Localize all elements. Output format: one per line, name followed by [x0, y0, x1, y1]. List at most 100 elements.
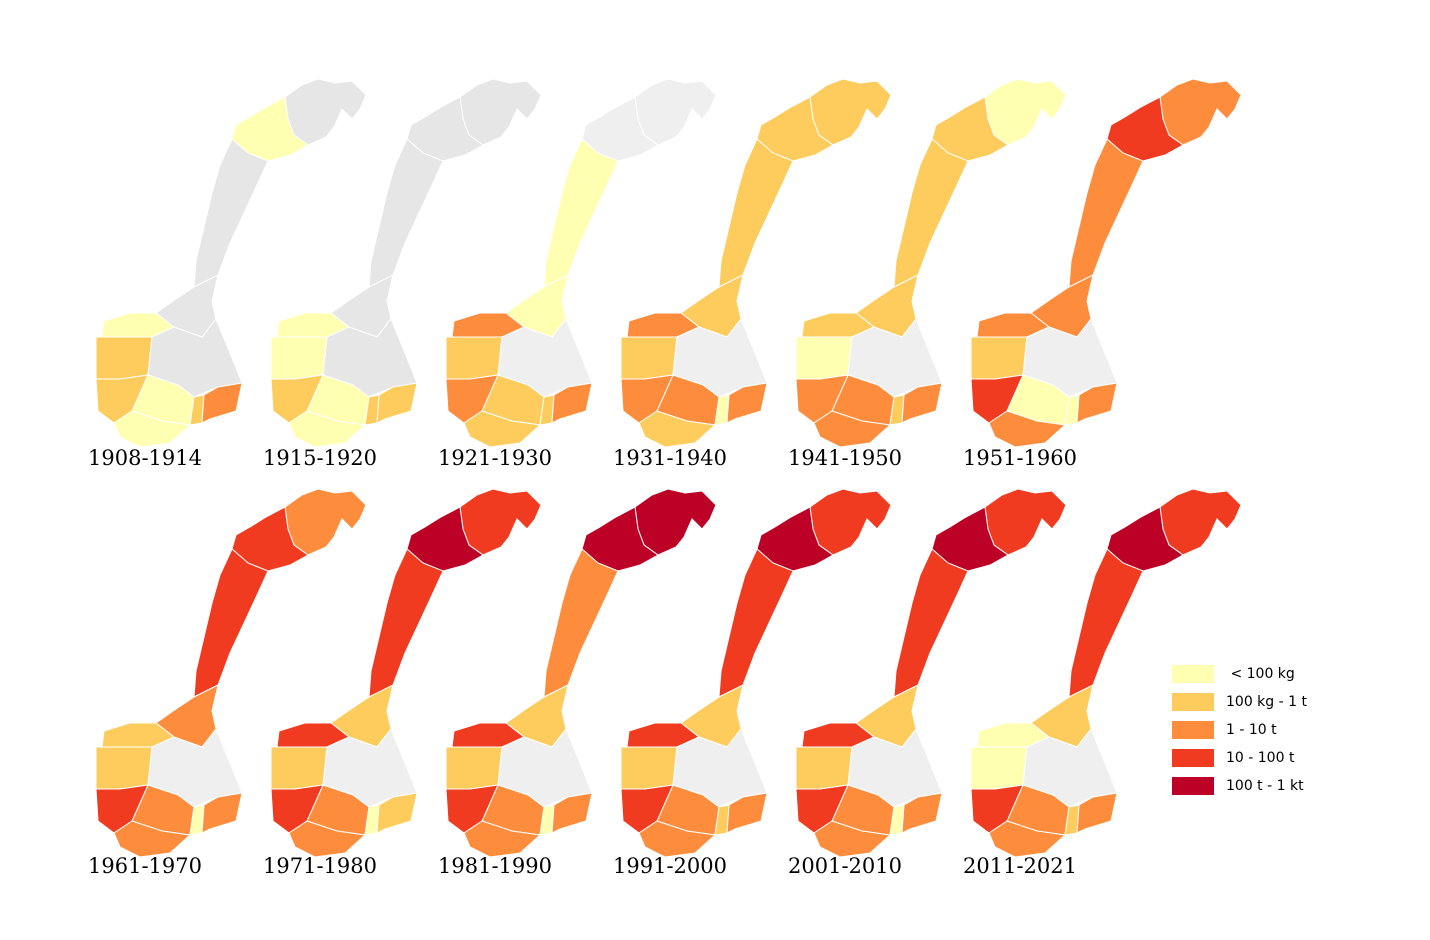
region-vestland — [445, 336, 503, 380]
map-1908-1914 — [95, 78, 367, 448]
legend-label: 100 t - 1 kt — [1226, 778, 1304, 794]
period-label: 1981-1990 — [438, 854, 552, 878]
region-nordland — [543, 138, 619, 288]
legend-item: 100 kg - 1 t — [1172, 688, 1307, 716]
region-nordland — [193, 138, 269, 288]
legend-swatch — [1172, 693, 1214, 711]
region-vestland — [970, 336, 1028, 380]
legend-item: 1 - 10 t — [1172, 716, 1307, 744]
map-1991-2000 — [620, 488, 892, 858]
region-vestland — [270, 336, 328, 380]
region-agder — [988, 820, 1067, 858]
map-1915-1920 — [270, 78, 542, 448]
region-ostfold — [376, 382, 418, 424]
region-nordland — [718, 548, 794, 698]
map-1951-1960 — [970, 78, 1242, 448]
region-agder — [988, 410, 1067, 448]
region-agder — [638, 820, 717, 858]
region-vestland — [95, 746, 153, 790]
region-nordland — [543, 548, 619, 698]
region-ostfold — [551, 382, 593, 424]
region-agder — [113, 410, 192, 448]
region-ostfold — [1076, 792, 1118, 834]
map-1981-1990 — [445, 488, 717, 858]
legend-swatch — [1172, 749, 1214, 767]
region-vestland — [795, 746, 853, 790]
region-nordland — [1068, 548, 1144, 698]
legend-item: 100 t - 1 kt — [1172, 772, 1307, 800]
legend-swatch — [1172, 665, 1214, 683]
region-finnmark — [984, 488, 1067, 556]
region-ostfold — [726, 382, 768, 424]
region-vestland — [970, 746, 1028, 790]
region-finnmark — [809, 78, 892, 146]
legend-item: 10 - 100 t — [1172, 744, 1307, 772]
region-ostfold — [201, 382, 243, 424]
region-vestland — [270, 746, 328, 790]
period-label: 2011-2021 — [963, 854, 1077, 878]
region-vestland — [620, 336, 678, 380]
region-agder — [638, 410, 717, 448]
region-vestland — [95, 336, 153, 380]
legend-swatch — [1172, 721, 1214, 739]
region-agder — [463, 820, 542, 858]
period-label: 1915-1920 — [263, 446, 377, 470]
legend-item: < 100 kg — [1172, 660, 1307, 688]
map-2011-2021 — [970, 488, 1242, 858]
region-nordland — [193, 548, 269, 698]
map-1941-1950 — [795, 78, 1067, 448]
region-finnmark — [459, 78, 542, 146]
region-agder — [288, 820, 367, 858]
map-1971-1980 — [270, 488, 542, 858]
region-ostfold — [901, 382, 943, 424]
region-ostfold — [901, 792, 943, 834]
region-vestland — [620, 746, 678, 790]
region-agder — [813, 410, 892, 448]
region-agder — [813, 820, 892, 858]
region-nordland — [718, 138, 794, 288]
region-finnmark — [1159, 78, 1242, 146]
legend-label: 10 - 100 t — [1226, 750, 1295, 766]
period-label: 1931-1940 — [613, 446, 727, 470]
region-finnmark — [284, 78, 367, 146]
region-ostfold — [1076, 382, 1118, 424]
region-vestland — [445, 746, 503, 790]
region-finnmark — [284, 488, 367, 556]
legend-label: 100 kg - 1 t — [1226, 694, 1307, 710]
period-label: 1961-1970 — [88, 854, 202, 878]
region-nordland — [368, 548, 444, 698]
region-nordland — [1068, 138, 1144, 288]
region-finnmark — [459, 488, 542, 556]
map-1961-1970 — [95, 488, 367, 858]
region-nordland — [368, 138, 444, 288]
region-ostfold — [376, 792, 418, 834]
period-label: 1951-1960 — [963, 446, 1077, 470]
period-label: 1971-1980 — [263, 854, 377, 878]
region-nordland — [893, 548, 969, 698]
map-1931-1940 — [620, 78, 892, 448]
region-finnmark — [1159, 488, 1242, 556]
period-label: 2001-2010 — [788, 854, 902, 878]
legend: < 100 kg 100 kg - 1 t 1 - 10 t 10 - 100 t 10… — [1172, 660, 1307, 800]
period-label: 1991-2000 — [613, 854, 727, 878]
region-vestland — [795, 336, 853, 380]
map-2001-2010 — [795, 488, 1067, 858]
region-ostfold — [201, 792, 243, 834]
period-label: 1921-1930 — [438, 446, 552, 470]
region-nordland — [893, 138, 969, 288]
region-agder — [463, 410, 542, 448]
region-agder — [288, 410, 367, 448]
region-finnmark — [634, 488, 717, 556]
legend-label: 1 - 10 t — [1226, 722, 1277, 738]
period-label: 1941-1950 — [788, 446, 902, 470]
map-1921-1930 — [445, 78, 717, 448]
legend-label: < 100 kg — [1226, 666, 1295, 682]
period-label: 1908-1914 — [88, 446, 202, 470]
region-agder — [113, 820, 192, 858]
legend-swatch — [1172, 777, 1214, 795]
region-ostfold — [726, 792, 768, 834]
region-finnmark — [984, 78, 1067, 146]
region-finnmark — [634, 78, 717, 146]
